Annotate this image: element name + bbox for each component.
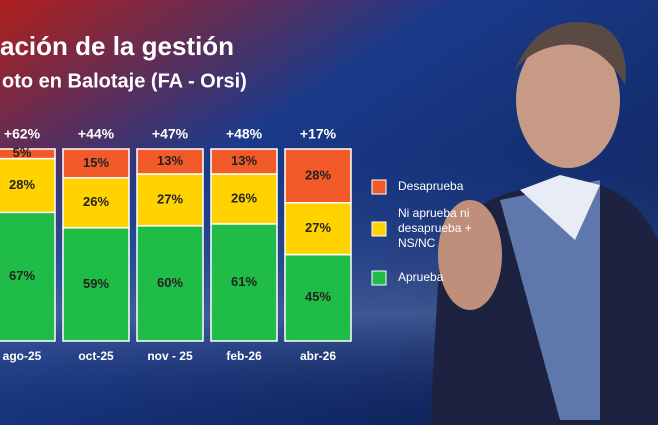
net-label: +17% [300, 126, 337, 142]
category-label: ago-25 [3, 349, 42, 363]
bar-segment [136, 225, 204, 342]
category-label: abr-26 [300, 349, 336, 363]
chart-subtitle: oto en Balotaje (FA - Orsi) [2, 70, 247, 92]
bar-segment [62, 148, 130, 179]
bar-segment [62, 226, 130, 342]
value-label: 59% [83, 276, 109, 291]
value-label: 67% [9, 268, 35, 283]
bar-segment [210, 148, 278, 175]
legend-swatch [371, 179, 387, 195]
value-label: 61% [231, 274, 257, 289]
value-label: 60% [157, 275, 183, 290]
category-label: feb-26 [226, 349, 262, 363]
bar-segment [284, 148, 352, 204]
value-label: 13% [157, 153, 183, 168]
bar-segment [284, 202, 352, 256]
value-label: 27% [305, 220, 331, 235]
value-label: 26% [231, 190, 257, 205]
value-label: 28% [9, 177, 35, 192]
value-label: 27% [157, 191, 183, 206]
value-label: 26% [83, 194, 109, 209]
bar-segment [0, 211, 56, 342]
legend-swatch [371, 221, 387, 237]
value-label: 45% [305, 289, 331, 304]
bar-segment [0, 148, 56, 160]
net-label: +44% [78, 126, 115, 142]
bar-segment [62, 177, 130, 229]
bar-segment [210, 223, 278, 342]
value-label: 15% [83, 155, 109, 170]
legend-label: Desaprueba [398, 179, 464, 193]
category-label: nov - 25 [147, 349, 193, 363]
net-label: +47% [152, 126, 189, 142]
legend-swatch [371, 270, 387, 286]
value-label: 5% [13, 145, 32, 160]
net-label: +48% [226, 126, 263, 142]
legend-label: Aprueba [398, 270, 444, 284]
photo [430, 22, 658, 425]
category-label: oct-25 [78, 349, 114, 363]
bar-segment [136, 148, 204, 175]
bar-segment [284, 253, 352, 342]
legend-label: Ni aprueba ni desaprueba + NS/NC [398, 206, 472, 250]
value-label: 13% [231, 153, 257, 168]
net-label: +62% [4, 126, 41, 142]
value-label: 28% [305, 167, 331, 182]
chart-title: ación de la gestión [0, 31, 234, 61]
bar-segment [210, 173, 278, 225]
